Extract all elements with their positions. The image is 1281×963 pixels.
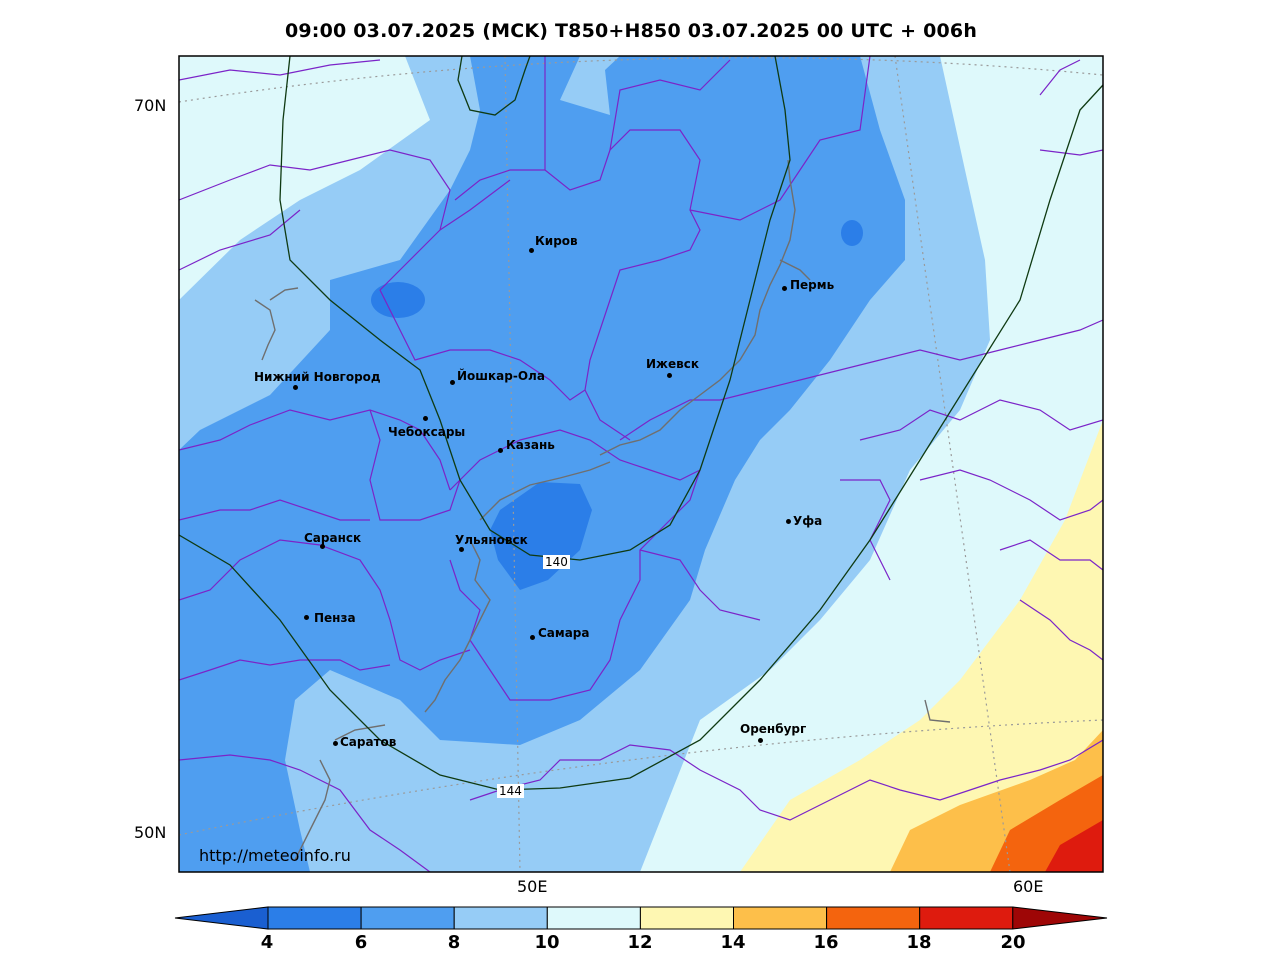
city-label-cheboksary: Чебоксары [388, 425, 466, 439]
colorbar-segment [267, 906, 362, 930]
band-12-14 [740, 420, 1103, 872]
lat-label-70n: 70N [134, 96, 167, 115]
contour-label-144: 144 [497, 784, 524, 798]
city-marker [423, 416, 428, 421]
rivers [254, 159, 951, 861]
band-4-6-perm [841, 220, 863, 246]
graticule [179, 56, 1103, 872]
map-title: 09:00 03.07.2025 (MCK) T850+H850 03.07.2… [284, 20, 978, 42]
city-label-samara: Самара [538, 626, 590, 640]
height-contours [179, 56, 1103, 791]
colorbar-tick-label: 10 [534, 932, 560, 953]
city-marker [293, 385, 298, 390]
city-label-saratov: Саратов [340, 735, 397, 749]
colorbar-tick-label: 18 [906, 932, 932, 953]
city-label-kirov: Киров [535, 234, 578, 248]
colorbar-segment [360, 906, 455, 930]
city-marker [786, 519, 791, 524]
city-label-orenburg: Оренбург [740, 722, 807, 736]
city-marker [498, 448, 503, 453]
city-label-izhevsk: Ижевск [646, 357, 699, 371]
city-label-saransk: Саранск [304, 531, 362, 545]
source-credit: http://meteoinfo.ru [199, 846, 351, 865]
colorbar-tick-label: 6 [354, 932, 368, 953]
city-marker [333, 741, 338, 746]
city-label-ulyanovsk: Ульяновск [455, 533, 528, 547]
colorbar-segment [453, 906, 548, 930]
city-label-yoshkar-ola: Йошкар-Ола [457, 369, 545, 383]
colorbar-tick-label: 20 [1000, 932, 1026, 953]
lon-label-60e: 60E [1013, 877, 1044, 896]
lon-label-50e: 50E [517, 877, 548, 896]
city-marker [530, 635, 535, 640]
city-label-perm: Пермь [790, 278, 835, 292]
city-marker [304, 615, 309, 620]
band-6-8 [179, 56, 905, 872]
colorbar-segment [919, 906, 1014, 930]
colorbar [174, 906, 1108, 930]
band-4-6-west [371, 282, 425, 318]
city-marker [320, 544, 325, 549]
city-label-penza: Пенза [314, 611, 356, 625]
colorbar-segment [733, 906, 828, 930]
colorbar-arrow-high [1012, 906, 1108, 930]
city-label-kazan: Казань [506, 438, 555, 452]
colorbar-segment [826, 906, 921, 930]
city-marker [667, 373, 672, 378]
band-4-6-volga [490, 482, 592, 590]
lat-label-50n: 50N [134, 823, 167, 842]
city-marker [758, 738, 763, 743]
colorbar-tick-label: 8 [447, 932, 461, 953]
colorbar-segment [639, 906, 735, 930]
city-marker [450, 380, 455, 385]
colorbar-segment [546, 906, 641, 930]
contour-label-140: 140 [543, 555, 570, 569]
city-label-nizhny-novgorod: Нижний Новгород [254, 370, 381, 384]
colorbar-tick-label: 16 [813, 932, 839, 953]
city-marker [529, 248, 534, 253]
colorbar-tick-label: 4 [260, 932, 274, 953]
city-label-ufa: Уфа [793, 514, 823, 528]
city-marker [782, 286, 787, 291]
region-borders [179, 56, 1103, 872]
colorbar-arrow-low [174, 906, 269, 930]
colorbar-tick-label: 14 [720, 932, 746, 953]
band-18-20 [1045, 820, 1103, 872]
map-frame [178, 55, 1104, 873]
map-fill-layer [179, 56, 1103, 872]
colorbar-tick-label: 12 [627, 932, 653, 953]
city-marker [459, 547, 464, 552]
